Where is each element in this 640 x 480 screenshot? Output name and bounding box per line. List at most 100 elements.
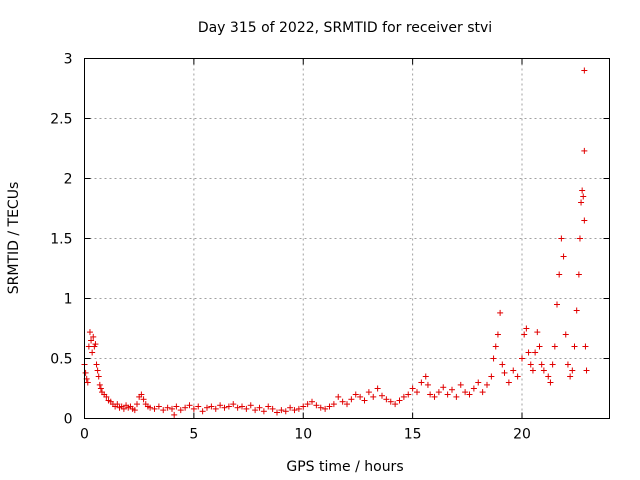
data-point [243, 405, 250, 412]
data-point [230, 401, 237, 408]
data-point [147, 404, 154, 411]
data-point [171, 411, 178, 418]
data-point [134, 401, 140, 408]
data-point [217, 402, 224, 409]
data-point [501, 369, 508, 376]
data-point [449, 386, 455, 393]
data-point [361, 397, 368, 404]
x-tick-label: 0 [80, 427, 89, 443]
data-point [160, 407, 167, 414]
data-point [427, 391, 434, 398]
data-point [470, 385, 477, 392]
data-point [562, 331, 569, 338]
data-point [265, 403, 272, 410]
data-point [554, 301, 560, 308]
data-point [84, 379, 91, 386]
data-point [490, 355, 497, 362]
data-point [514, 373, 521, 380]
data-point [475, 379, 482, 386]
data-points [81, 67, 590, 418]
y-tick-labels: 0 0.5 1 1.5 2 2.5 3 [50, 52, 72, 428]
chart-title: Day 315 of 2022, SRMTID for receiver stv… [198, 20, 492, 36]
data-point [85, 343, 92, 350]
data-point [339, 398, 346, 405]
data-point [274, 409, 280, 416]
data-point [581, 147, 588, 154]
data-point [335, 393, 342, 400]
data-point [247, 402, 254, 409]
data-point [86, 329, 93, 336]
data-point [93, 361, 100, 368]
data-point [545, 373, 552, 380]
data-point [580, 193, 587, 200]
data-point [88, 337, 95, 344]
data-point [374, 385, 381, 392]
data-point [556, 271, 563, 278]
data-point [140, 396, 147, 403]
data-point [96, 381, 103, 388]
data-point [551, 343, 558, 350]
data-point [534, 329, 541, 336]
data-point [578, 199, 585, 206]
data-point [560, 253, 567, 260]
data-point [581, 67, 588, 74]
data-point [558, 235, 565, 242]
x-tick-label: 15 [404, 427, 422, 443]
x-tick-labels: 0 5 10 15 20 [80, 427, 531, 443]
data-point [94, 367, 101, 374]
data-point [186, 402, 193, 409]
data-point [92, 341, 99, 348]
data-point [330, 401, 337, 408]
data-point [295, 405, 302, 412]
data-point [462, 389, 469, 396]
y-tick-label: 1 [64, 292, 73, 308]
data-point [499, 361, 506, 368]
data-point [357, 393, 364, 400]
data-point [418, 379, 425, 386]
y-tick-label: 2.5 [50, 112, 72, 128]
data-point [536, 343, 543, 350]
data-point [529, 367, 536, 374]
data-point [90, 333, 97, 340]
data-point [177, 407, 184, 414]
data-point [164, 404, 171, 411]
data-point [414, 389, 420, 396]
data-point [497, 309, 504, 316]
y-tick-label: 3 [64, 52, 73, 68]
data-point [549, 361, 556, 368]
data-point [269, 405, 276, 412]
data-point [453, 393, 460, 400]
data-point [114, 401, 121, 408]
data-point [344, 401, 350, 408]
data-point [151, 405, 158, 412]
data-point [309, 398, 315, 405]
data-point [208, 403, 215, 410]
data-point [370, 393, 377, 400]
data-point [234, 404, 241, 411]
data-point [300, 403, 307, 410]
data-point [532, 349, 539, 356]
data-point [547, 379, 554, 386]
y-tick-label: 0 [64, 412, 73, 428]
data-point [569, 367, 576, 374]
data-point [282, 408, 289, 415]
data-point [225, 403, 232, 410]
data-point [396, 397, 403, 404]
y-tick-label: 2 [64, 172, 73, 188]
data-point [505, 379, 512, 386]
data-point [409, 385, 416, 392]
x-tick-label: 20 [513, 427, 531, 443]
data-point [256, 404, 263, 411]
data-point [322, 405, 329, 412]
data-point [97, 385, 104, 392]
data-point [519, 355, 525, 362]
data-point [523, 325, 530, 332]
data-point [494, 331, 501, 338]
data-point [138, 391, 145, 398]
data-point [564, 361, 571, 368]
data-point [190, 405, 197, 412]
data-point [576, 235, 583, 242]
y-tick-label: 0.5 [50, 352, 72, 368]
data-point [466, 391, 473, 398]
